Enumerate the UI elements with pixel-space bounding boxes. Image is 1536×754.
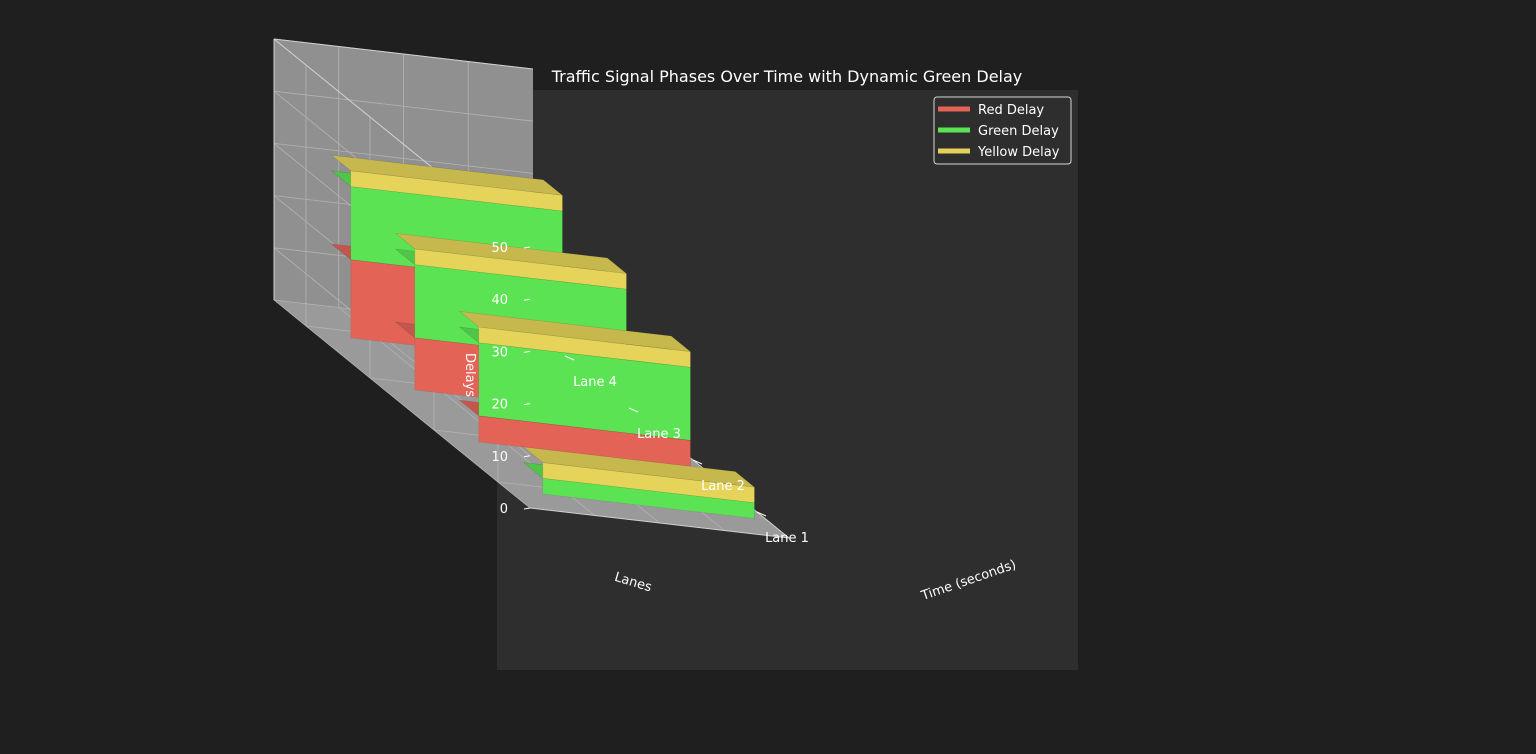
legend-label-red: Red Delay bbox=[978, 103, 1044, 118]
z-tick-mark bbox=[523, 507, 531, 510]
chart-title: Traffic Signal Phases Over Time with Dyn… bbox=[551, 67, 1023, 86]
lane-tick-mark bbox=[692, 459, 703, 465]
pane-edge bbox=[273, 38, 534, 70]
legend-label-yellow: Yellow Delay bbox=[977, 145, 1060, 160]
lane-tick-mark bbox=[756, 511, 767, 517]
bar-yellow-delay-lane-2 bbox=[458, 310, 692, 368]
z-tick-label: 0 bbox=[500, 502, 508, 517]
z-tick-mark bbox=[523, 246, 531, 249]
z-gridline bbox=[273, 299, 531, 509]
bar-top-face bbox=[522, 446, 756, 488]
bar-yellow-delay-lane-3 bbox=[394, 232, 628, 290]
z-tick-mark bbox=[523, 455, 531, 458]
lane-tick-mark bbox=[564, 355, 575, 361]
legend: Red Delay Green Delay Yellow Delay bbox=[933, 96, 1072, 165]
lane-tick-label: Lane 4 bbox=[573, 375, 617, 390]
z-tick-label: 10 bbox=[491, 450, 508, 465]
pane-edge bbox=[529, 507, 790, 539]
z-tick-mark bbox=[523, 350, 531, 353]
z-tick-label: 30 bbox=[491, 345, 508, 360]
bars-group bbox=[330, 154, 756, 520]
z-tick-label: 50 bbox=[491, 241, 508, 256]
legend-box bbox=[933, 96, 1072, 165]
z-tick-mark bbox=[523, 403, 531, 406]
lane-tick-label: Lane 3 bbox=[637, 427, 681, 442]
bar-top-face bbox=[330, 154, 564, 196]
z-tick-label: 20 bbox=[491, 398, 508, 413]
bar-yellow-delay-lane-1 bbox=[522, 446, 756, 504]
tick-labels: 0 10 20 30 40 50 Lane 1 Lane 2 Lane 3 Lane 4 bbox=[491, 241, 808, 546]
z-axis-label: Delays bbox=[462, 353, 477, 397]
z-tick-label: 40 bbox=[491, 293, 508, 308]
lane-tick-label: Lane 1 bbox=[765, 531, 809, 546]
z-tick-mark bbox=[523, 298, 531, 301]
legend-label-green: Green Delay bbox=[978, 124, 1059, 139]
lane-tick-mark bbox=[628, 407, 639, 413]
bar-top-face bbox=[394, 232, 628, 274]
bar-yellow-delay-lane-4 bbox=[330, 154, 564, 212]
lane-tick-label: Lane 2 bbox=[701, 479, 745, 494]
bar-top-face bbox=[458, 310, 692, 353]
